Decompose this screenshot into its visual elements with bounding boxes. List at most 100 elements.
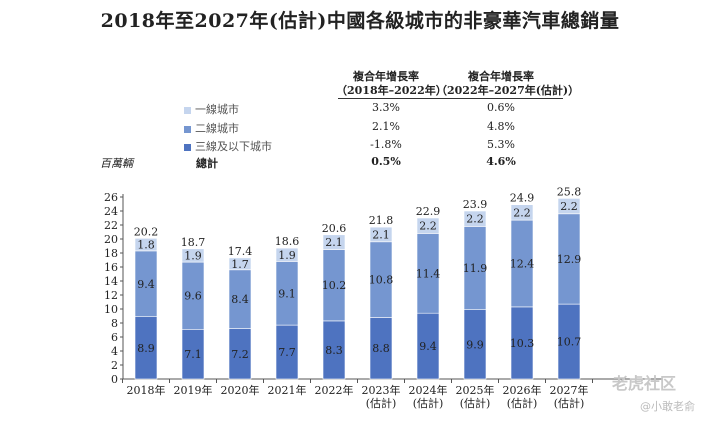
legend-swatch (184, 106, 191, 114)
cagr-value: 4.8% (487, 120, 515, 133)
segment-label: 9.9 (466, 338, 484, 351)
segment-label: 10.3 (510, 337, 535, 350)
x-tick-label: 2025年 (456, 383, 495, 397)
legend-item-tier1: 一線城市 (184, 101, 239, 117)
segment-label: 7.7 (278, 346, 296, 359)
legend-swatch (184, 143, 191, 151)
segment-label: 2.2 (466, 213, 484, 226)
segment-label: 9.4 (419, 340, 437, 353)
total-label: 18.6 (275, 235, 300, 248)
legend-item-tier2: 二線城市 (184, 120, 239, 136)
cagr-value: 4.6% (486, 155, 516, 168)
x-tick-label: (估計) (366, 396, 397, 410)
chart-title: 2018年至2027年(估計)中國各級城市的非豪華汽車總銷量 (100, 10, 620, 32)
legend-label: 三線及以下城市 (195, 140, 272, 153)
cagr-value: 0.6% (487, 101, 515, 114)
segment-label: 10.2 (322, 279, 347, 292)
cagr-header-1-line1: 複合年增長率 (353, 70, 419, 83)
total-label: 18.7 (181, 236, 206, 249)
cagr-header-1: 複合年增長率 （2018年–2022年） (336, 70, 447, 98)
y-tick-label: 12 (104, 289, 118, 302)
bar-segment (134, 238, 158, 252)
x-tick-label: 2024年 (409, 383, 448, 397)
segment-label: 9.4 (137, 278, 155, 291)
y-tick-label: 14 (104, 275, 118, 288)
total-label: 21.8 (369, 214, 394, 227)
segment-label: 9.6 (184, 290, 202, 303)
x-tick-label: (估計) (507, 396, 538, 410)
unit-label: 百萬輛 (100, 157, 133, 170)
x-tick-label: 2018年 (127, 383, 166, 397)
x-tick-label: 2026年 (503, 383, 542, 397)
segment-label: 2.2 (560, 200, 578, 213)
cagr-value: 5.3% (487, 138, 515, 151)
segment-label: 12.9 (557, 253, 582, 266)
watermark-logo: 老虎社区 (612, 374, 677, 393)
segment-label: 9.1 (278, 287, 296, 300)
x-tick-label: 2022年 (315, 383, 354, 397)
cagr-value: -1.8% (370, 138, 402, 151)
segment-label: 2.2 (513, 206, 531, 219)
y-tick-label: 2 (111, 359, 118, 372)
cagr-header-2-line2: （2022年–2027年(估計)） (436, 84, 580, 97)
bar-segment (369, 226, 393, 243)
segment-label: 10.8 (369, 274, 394, 287)
y-tick-label: 10 (104, 303, 118, 316)
segment-label: 2.1 (372, 228, 390, 241)
cagr-value: 2.1% (372, 120, 400, 133)
segment-label: 2.1 (325, 236, 343, 249)
y-tick-label: 0 (111, 373, 118, 386)
y-tick-label: 20 (104, 233, 118, 246)
bar-segment (228, 257, 252, 271)
total-label: 17.4 (228, 245, 253, 258)
segment-label: 12.4 (510, 258, 535, 271)
total-label: 25.8 (557, 185, 582, 198)
total-label: 24.9 (510, 192, 535, 205)
segment-label: 8.4 (231, 293, 249, 306)
y-tick-label: 16 (104, 261, 118, 274)
bar-segment (463, 210, 487, 227)
segment-label: 7.1 (184, 348, 202, 361)
y-tick-label: 6 (111, 331, 118, 344)
segment-label: 1.7 (231, 258, 249, 271)
x-tick-label: 2019年 (174, 383, 213, 397)
y-tick-label: 8 (111, 317, 118, 330)
cagr-value: 0.5% (371, 155, 401, 168)
segment-label: 2.2 (419, 220, 437, 233)
legend-label: 一線城市 (195, 103, 239, 116)
y-tick-label: 24 (104, 205, 118, 218)
cagr-header-2: 複合年增長率 （2022年–2027年(估計)） (436, 70, 580, 98)
x-tick-label: (估計) (460, 396, 491, 410)
y-tick-label: 26 (104, 191, 118, 204)
total-label: 22.9 (416, 205, 441, 218)
total-label: 20.6 (322, 222, 347, 235)
cagr-header-2-line1: 複合年增長率 (468, 70, 534, 83)
segment-label: 11.9 (463, 262, 488, 275)
segment-label: 7.2 (231, 348, 249, 361)
x-tick-label: (估計) (413, 396, 444, 410)
total-label: 20.2 (134, 225, 159, 238)
segment-label: 11.4 (416, 267, 441, 280)
segment-label: 1.8 (137, 239, 155, 252)
x-tick-label: (估計) (554, 396, 585, 410)
segment-label: 8.3 (325, 344, 343, 357)
bar-segment (510, 204, 534, 221)
total-label: 23.9 (463, 198, 488, 211)
y-tick-label: 22 (104, 219, 118, 232)
bar-segment (275, 247, 299, 262)
y-tick-label: 4 (111, 345, 118, 358)
cagr-header-1-line2: （2018年–2022年） (336, 84, 447, 97)
legend-item-tier3: 三線及以下城市 (184, 138, 272, 154)
total-label: 總計 (196, 157, 218, 170)
legend-label: 二線城市 (195, 122, 239, 135)
bar-segment (416, 217, 440, 234)
segment-label: 1.9 (278, 249, 296, 262)
segment-label: 8.8 (372, 342, 390, 355)
y-tick-label: 18 (104, 247, 118, 260)
bar-segment (181, 248, 205, 263)
x-tick-label: 2021年 (268, 383, 307, 397)
cagr-value: 3.3% (372, 101, 400, 114)
bar-segment (322, 234, 346, 250)
x-tick-label: 2020年 (221, 383, 260, 397)
